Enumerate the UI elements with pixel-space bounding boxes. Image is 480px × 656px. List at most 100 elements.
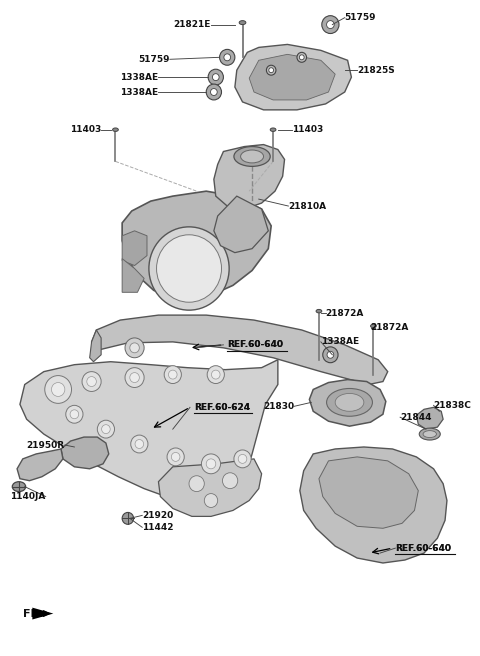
- Polygon shape: [416, 407, 443, 429]
- Polygon shape: [214, 196, 268, 253]
- Text: 21825S: 21825S: [357, 66, 395, 75]
- Polygon shape: [32, 607, 53, 619]
- Ellipse shape: [419, 428, 440, 440]
- Polygon shape: [122, 191, 271, 300]
- Text: REF.60-640: REF.60-640: [227, 340, 283, 350]
- Circle shape: [208, 70, 223, 85]
- Circle shape: [130, 343, 139, 353]
- Ellipse shape: [240, 150, 264, 163]
- Text: 21838C: 21838C: [433, 401, 471, 410]
- Circle shape: [300, 55, 304, 60]
- Circle shape: [82, 372, 101, 392]
- Polygon shape: [158, 459, 262, 516]
- Circle shape: [234, 450, 251, 468]
- Polygon shape: [92, 315, 388, 384]
- Circle shape: [238, 455, 247, 463]
- Circle shape: [213, 73, 219, 81]
- Polygon shape: [319, 457, 418, 528]
- Ellipse shape: [12, 482, 25, 491]
- Ellipse shape: [371, 324, 376, 328]
- Circle shape: [206, 84, 221, 100]
- Polygon shape: [214, 144, 285, 209]
- Text: 11442: 11442: [142, 523, 174, 532]
- Text: 21920: 21920: [142, 511, 173, 520]
- Polygon shape: [300, 447, 447, 563]
- Polygon shape: [249, 54, 335, 100]
- Circle shape: [323, 347, 338, 363]
- Circle shape: [211, 89, 217, 96]
- Circle shape: [207, 365, 224, 384]
- Polygon shape: [235, 45, 351, 110]
- Ellipse shape: [326, 388, 372, 417]
- Circle shape: [97, 420, 115, 438]
- Text: 21821E: 21821E: [174, 20, 211, 29]
- Text: 1140JA: 1140JA: [11, 492, 46, 501]
- Ellipse shape: [113, 128, 119, 131]
- Circle shape: [135, 440, 144, 449]
- Circle shape: [224, 54, 230, 61]
- Circle shape: [326, 20, 334, 29]
- Text: REF.60-640: REF.60-640: [227, 340, 283, 350]
- Circle shape: [131, 435, 148, 453]
- Circle shape: [102, 424, 110, 434]
- Polygon shape: [122, 258, 144, 293]
- Circle shape: [297, 52, 307, 62]
- Text: 51759: 51759: [345, 13, 376, 22]
- Circle shape: [164, 365, 181, 384]
- Text: 1338AE: 1338AE: [321, 337, 359, 346]
- Circle shape: [125, 338, 144, 358]
- Circle shape: [204, 493, 217, 508]
- Ellipse shape: [270, 128, 276, 131]
- Circle shape: [171, 453, 180, 461]
- Text: REF.60-624: REF.60-624: [194, 403, 250, 412]
- Text: 21872A: 21872A: [325, 308, 364, 318]
- Ellipse shape: [234, 146, 270, 167]
- Circle shape: [222, 473, 238, 489]
- Text: 21844: 21844: [400, 413, 432, 422]
- Circle shape: [269, 68, 274, 73]
- Circle shape: [45, 376, 72, 403]
- Text: REF.60-624: REF.60-624: [194, 403, 250, 412]
- Circle shape: [122, 512, 133, 524]
- Circle shape: [327, 352, 334, 358]
- Circle shape: [156, 235, 221, 302]
- Circle shape: [202, 454, 220, 474]
- Polygon shape: [122, 231, 147, 266]
- Text: 21830: 21830: [263, 402, 294, 411]
- Text: 51759: 51759: [138, 55, 170, 64]
- Circle shape: [167, 448, 184, 466]
- Ellipse shape: [239, 20, 246, 24]
- Text: 11403: 11403: [292, 125, 324, 134]
- Circle shape: [219, 49, 235, 65]
- Text: 21810A: 21810A: [288, 201, 326, 211]
- Circle shape: [212, 370, 220, 379]
- Text: FR.: FR.: [23, 609, 43, 619]
- Circle shape: [266, 65, 276, 75]
- Circle shape: [70, 410, 79, 419]
- Text: 21872A: 21872A: [371, 323, 409, 333]
- Polygon shape: [61, 437, 109, 469]
- Text: 21950R: 21950R: [27, 440, 65, 449]
- Circle shape: [168, 370, 177, 379]
- Circle shape: [51, 382, 65, 396]
- Polygon shape: [310, 380, 386, 426]
- Polygon shape: [20, 359, 278, 501]
- Ellipse shape: [423, 430, 436, 438]
- Circle shape: [87, 377, 96, 386]
- Circle shape: [149, 227, 229, 310]
- Circle shape: [322, 16, 339, 33]
- Circle shape: [130, 373, 139, 382]
- Circle shape: [125, 367, 144, 388]
- Circle shape: [189, 476, 204, 491]
- Circle shape: [206, 459, 216, 469]
- Text: 11403: 11403: [70, 125, 101, 134]
- Polygon shape: [17, 449, 63, 481]
- Text: REF.60-640: REF.60-640: [396, 544, 451, 552]
- Polygon shape: [90, 330, 101, 361]
- Text: 1338AE: 1338AE: [120, 87, 158, 96]
- Circle shape: [66, 405, 83, 423]
- Ellipse shape: [316, 310, 322, 313]
- Text: 1338AE: 1338AE: [120, 73, 158, 81]
- Text: REF.60-640: REF.60-640: [396, 544, 451, 552]
- Ellipse shape: [335, 394, 364, 411]
